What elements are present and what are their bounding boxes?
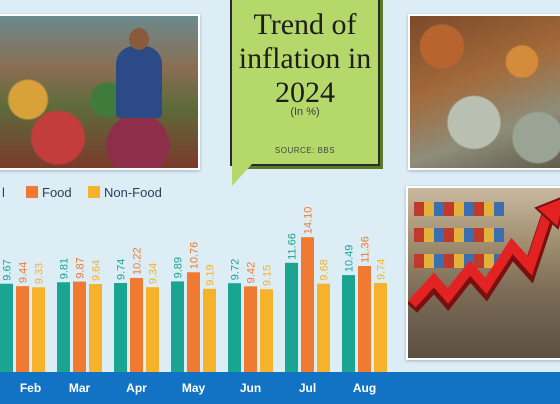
value-label: 9.42	[246, 262, 258, 283]
shelf	[414, 254, 504, 268]
bar-mar-food	[73, 281, 86, 372]
vendor-figure	[116, 28, 162, 118]
market-photo-left	[0, 14, 200, 170]
chart-subtitle: (In %)	[290, 106, 320, 118]
value-label: 11.36	[360, 236, 372, 263]
value-label: 9.15	[262, 265, 274, 286]
value-label: 11.66	[287, 233, 299, 260]
month-axis-band	[0, 372, 560, 404]
bar-jun-food	[244, 286, 257, 372]
bar-apr-nonfood	[146, 287, 159, 372]
bar-mar-nonfood	[89, 284, 102, 372]
x-tick-label: Feb	[20, 381, 41, 395]
bar-may-food	[187, 272, 200, 372]
bar-may-general	[171, 281, 184, 372]
card-pointer	[232, 164, 252, 186]
bar-mar-general	[57, 282, 70, 372]
value-label: 10.76	[189, 242, 201, 270]
x-tick-label: Mar	[69, 381, 91, 395]
value-label: 9.64	[91, 260, 103, 281]
value-label: 9.87	[75, 257, 87, 278]
bar-jun-general	[228, 283, 241, 372]
title-card: Trend of inflation in 2024 (In %) SOURCE…	[230, 0, 380, 186]
bar-apr-general	[114, 282, 127, 372]
value-label: 10.22	[132, 247, 144, 275]
value-label: 9.33	[34, 263, 46, 284]
x-tick-label: May	[182, 381, 206, 395]
value-label: 9.19	[205, 264, 217, 285]
legend-swatch-nonfood	[88, 186, 100, 198]
bar-jun-nonfood	[260, 289, 273, 372]
bar-aug-general	[342, 275, 355, 372]
title-line-1: Trend of	[253, 8, 357, 41]
value-label: 9.89	[173, 257, 185, 278]
value-label: 9.81	[59, 258, 71, 279]
x-tick-label: Jun	[240, 381, 261, 395]
bar-jul-nonfood	[317, 283, 330, 372]
bar-may-nonfood	[203, 288, 216, 372]
bar-feb-general	[0, 283, 13, 372]
value-label: 10.49	[344, 245, 356, 273]
legend-swatch-food	[26, 186, 38, 198]
rising-prices-photo	[406, 186, 560, 360]
bar-feb-food	[16, 286, 29, 372]
market-photo-top-right	[408, 14, 560, 170]
bar-jul-general	[285, 262, 298, 372]
title-line-3: 2024	[275, 76, 335, 109]
bar-aug-food	[358, 265, 371, 372]
legend-label-food: Food	[42, 185, 72, 200]
value-label: 9.74	[376, 259, 388, 280]
value-label: 9.68	[319, 259, 331, 280]
value-label: 9.72	[230, 259, 242, 280]
value-label: 14.10	[303, 207, 315, 235]
title-line-2: inflation in	[238, 42, 372, 75]
legend-label-nonfood: Non-Food	[104, 185, 162, 200]
bar-jul-food	[301, 237, 314, 372]
x-tick-label: Apr	[126, 381, 147, 395]
value-label: 9.74	[116, 259, 128, 280]
source-credit: SOURCE: BBS	[274, 146, 336, 155]
legend-label-general: l	[2, 185, 5, 200]
x-tick-label: Aug	[353, 381, 376, 395]
value-label: 9.67	[2, 259, 14, 280]
value-label: 9.34	[148, 263, 160, 284]
bar-feb-nonfood	[32, 287, 45, 372]
bar-aug-nonfood	[374, 282, 387, 372]
x-tick-label: Jul	[299, 381, 316, 395]
rising-arrow-icon	[408, 197, 560, 313]
value-label: 9.44	[18, 262, 30, 283]
shelf	[414, 228, 504, 242]
bar-apr-food	[130, 277, 143, 372]
shelf	[414, 202, 504, 216]
